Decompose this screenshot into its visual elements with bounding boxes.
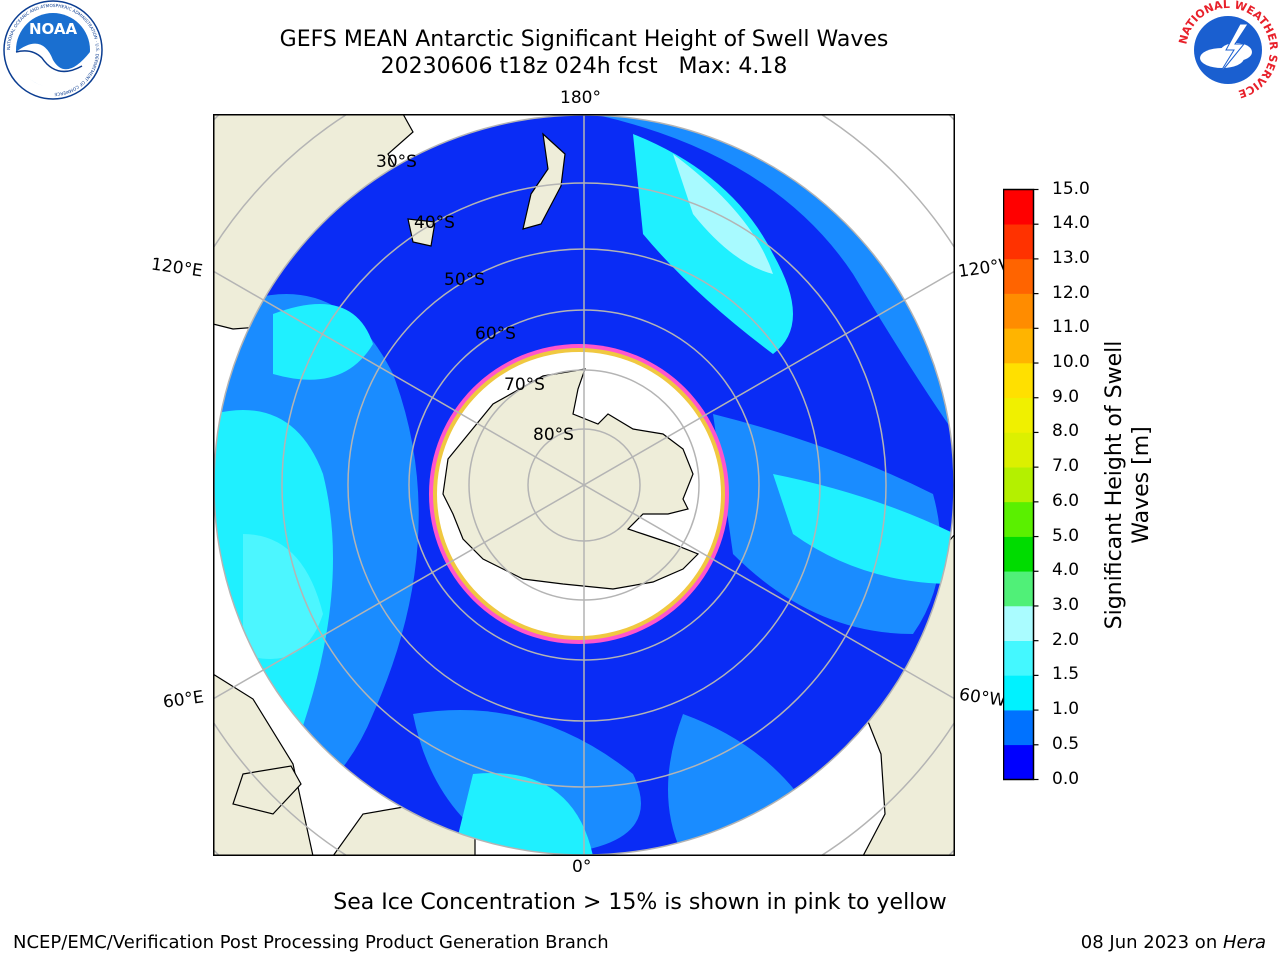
colorbar-segment [1003,501,1034,537]
colorbar-segment [1003,432,1034,468]
colorbar-tick-label: 7.0 [1052,456,1080,477]
lat-label-50s: 50°S [444,270,485,290]
colorbar-segment [1003,258,1034,294]
colorbar-border [1003,188,1035,781]
colorbar-tick-label: 14.0 [1052,213,1090,234]
colorbar-segment [1003,293,1034,329]
lon-label-60e: 60°E [161,687,206,713]
map-border [213,114,955,856]
footer-date-text: 08 Jun 2023 on [1080,932,1223,953]
colorbar-tick-label: 11.0 [1052,317,1090,338]
footer-date: 08 Jun 2023 on Hera [1081,932,1266,953]
colorbar-segment [1003,224,1034,260]
colorbar-tick-label: 3.0 [1052,594,1080,615]
colorbar-tick-label: 1.5 [1052,664,1080,685]
colorbar-segment [1003,675,1034,711]
colorbar-tick-label: 2.0 [1052,629,1080,650]
lat-label-70s: 70°S [504,375,545,395]
colorbar-segment [1003,363,1034,399]
lat-label-40s: 40°S [414,213,455,233]
colorbar-segment [1003,571,1034,607]
land-new-zealand [522,132,566,230]
colorbar-tick-label: 15.0 [1052,178,1090,199]
swell-band-9 [773,474,954,584]
title-line-2: 20230606 t18z 024h fcst Max: 4.18 [380,54,788,79]
colorbar [1003,188,1039,781]
noaa-wordmark: NOAA [29,20,78,38]
colorbar-tick-label: 13.0 [1052,247,1090,268]
colorbar-tick-label: 0.5 [1052,733,1080,754]
lon-label-120e: 120°E [149,254,204,282]
colorbar-segment [1003,467,1034,503]
colorbar-segment [1003,744,1034,780]
colorbar-tick-label: 9.0 [1052,386,1080,407]
land-antarctica [442,368,700,590]
swell-band-11 [273,304,373,380]
colorbar-tick-label: 1.0 [1052,699,1080,720]
colorbar-segment [1003,397,1034,433]
colorbar-segment [1003,328,1034,364]
colorbar-tick-label: 5.0 [1052,525,1080,546]
colorbar-tick-label: 10.0 [1052,352,1090,373]
colorbar-tick-label: 0.0 [1052,768,1080,789]
plot-title: GEFS MEAN Antarctic Significant Height o… [214,26,954,80]
footer-credit: NCEP/EMC/Verification Post Processing Pr… [13,932,609,953]
swell-band-7 [673,154,773,274]
lon-label-0: 0° [572,857,592,877]
swell-band-12 [243,534,323,659]
lon-label-60w: 60°W [957,684,1008,712]
footer-host: Hera [1222,932,1266,953]
colorbar-tick-label: 8.0 [1052,421,1080,442]
swell-band-6 [633,134,793,354]
colorbar-title-line-2: Waves [m] [1129,426,1154,544]
colorbar-title-line-1: Significant Height of Swell [1102,340,1127,630]
nws-logo: NATIONAL WEATHER SERVICE [1178,0,1278,100]
sea-ice-note: Sea Ice Concentration > 15% is shown in … [333,890,947,915]
colorbar-segment [1003,605,1034,641]
noaa-logo: NOAA NATIONAL OCEANIC AND ATMOSPHERIC AD… [3,0,103,100]
colorbar-segment [1003,536,1034,572]
colorbar-tick-label: 6.0 [1052,490,1080,511]
colorbar-segment [1003,189,1034,225]
lon-label-180: 180° [560,88,601,108]
colorbar-segment [1003,710,1034,746]
lat-label-80s: 80°S [533,425,574,445]
colorbar-tick-label: 12.0 [1052,282,1090,303]
colorbar-segment [1003,640,1034,676]
lat-label-30s: 30°S [376,152,417,172]
swell-band-4 [453,773,593,855]
colorbar-title: Significant Height of Swell Waves [m] [1101,305,1155,665]
polar-map [213,114,955,856]
title-line-1: GEFS MEAN Antarctic Significant Height o… [279,27,889,52]
colorbar-tick-label: 4.0 [1052,560,1080,581]
lat-label-60s: 60°S [475,324,516,344]
